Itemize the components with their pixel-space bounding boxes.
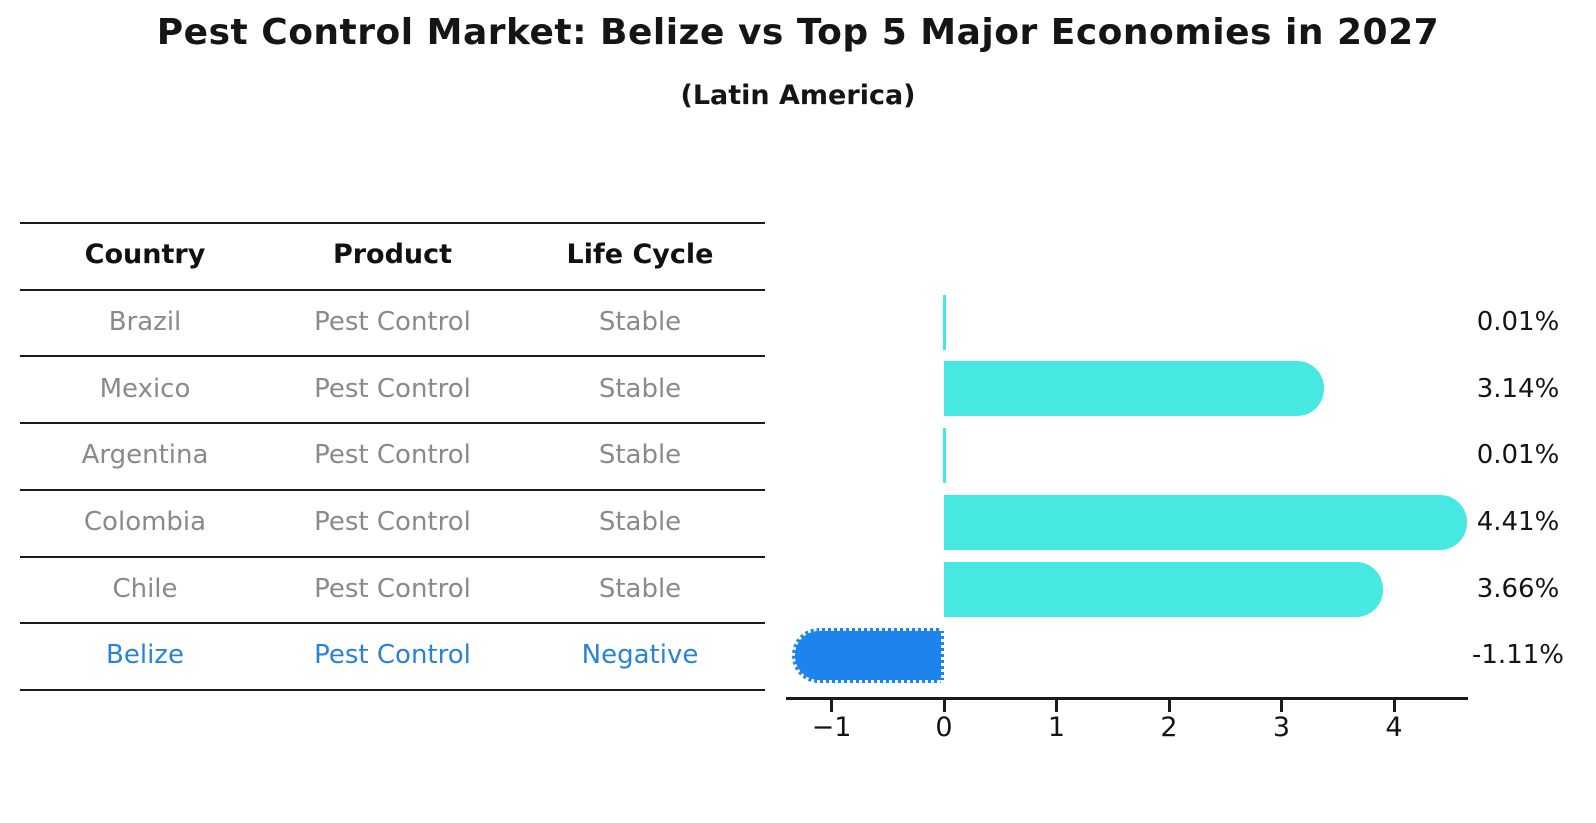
x-axis-tick <box>1167 700 1171 712</box>
bar-mexico <box>944 361 1325 416</box>
x-axis-tick-label: −1 <box>811 712 852 743</box>
column-header-country: Country <box>84 239 206 270</box>
table-cell-country: Chile <box>112 574 178 604</box>
table-cell-product: Pest Control <box>314 374 471 404</box>
bar-argentina <box>943 427 946 483</box>
x-axis-tick <box>1392 700 1396 712</box>
x-axis-line <box>786 697 1468 700</box>
x-axis-tick <box>1280 700 1283 712</box>
table-cell-country-highlighted: Belize <box>106 640 184 670</box>
table-cell-country: Argentina <box>81 440 209 470</box>
table-cell-product: Pest Control <box>314 507 471 537</box>
table-rule <box>20 622 765 624</box>
x-axis-tick-label: 4 <box>1385 712 1403 743</box>
table-cell-life-cycle-highlighted: Negative <box>581 640 699 670</box>
x-axis-tick <box>942 700 946 712</box>
bar-colombia <box>944 494 1468 550</box>
x-axis-tick-label: 0 <box>935 712 953 743</box>
table-cell-life-cycle: Stable <box>598 440 682 470</box>
table-rule <box>20 289 765 291</box>
table-rule <box>20 355 765 357</box>
bar-brazil <box>943 294 946 350</box>
value-label-mexico: 3.14% <box>1476 374 1560 404</box>
x-axis-tick <box>1055 700 1058 712</box>
table-cell-product-highlighted: Pest Control <box>314 640 471 670</box>
table-rule <box>20 489 765 491</box>
table-cell-product: Pest Control <box>314 307 471 337</box>
x-axis-tick-label: 2 <box>1160 712 1178 743</box>
table-rule <box>20 422 765 424</box>
table-cell-country: Mexico <box>99 374 191 404</box>
table-rule <box>20 689 765 691</box>
table-cell-country: Brazil <box>108 307 182 337</box>
column-header-life-cycle: Life Cycle <box>566 239 714 270</box>
bar-belize <box>792 628 944 683</box>
chart-title: Pest Control Market: Belize vs Top 5 Maj… <box>156 12 1440 53</box>
table-cell-country: Colombia <box>83 507 207 537</box>
table-rule <box>20 556 765 558</box>
bar-chile <box>944 561 1383 617</box>
table-cell-product: Pest Control <box>314 440 471 470</box>
column-header-product: Product <box>332 239 453 270</box>
value-label-colombia: 4.41% <box>1476 507 1560 537</box>
table-cell-product: Pest Control <box>314 574 471 604</box>
table-cell-life-cycle: Stable <box>598 374 682 404</box>
value-label-chile: 3.66% <box>1476 574 1560 604</box>
table-cell-life-cycle: Stable <box>598 507 682 537</box>
value-label-belize: -1.11% <box>1472 640 1564 670</box>
table-rule <box>20 222 765 224</box>
table-cell-life-cycle: Stable <box>598 307 682 337</box>
value-label-brazil: 0.01% <box>1476 307 1560 337</box>
x-axis-tick <box>830 700 833 712</box>
chart-subtitle: (Latin America) <box>680 80 916 111</box>
x-axis-tick-label: 3 <box>1272 712 1291 743</box>
table-cell-life-cycle: Stable <box>598 574 682 604</box>
value-label-argentina: 0.01% <box>1476 440 1560 470</box>
x-axis-tick-label: 1 <box>1047 712 1066 743</box>
